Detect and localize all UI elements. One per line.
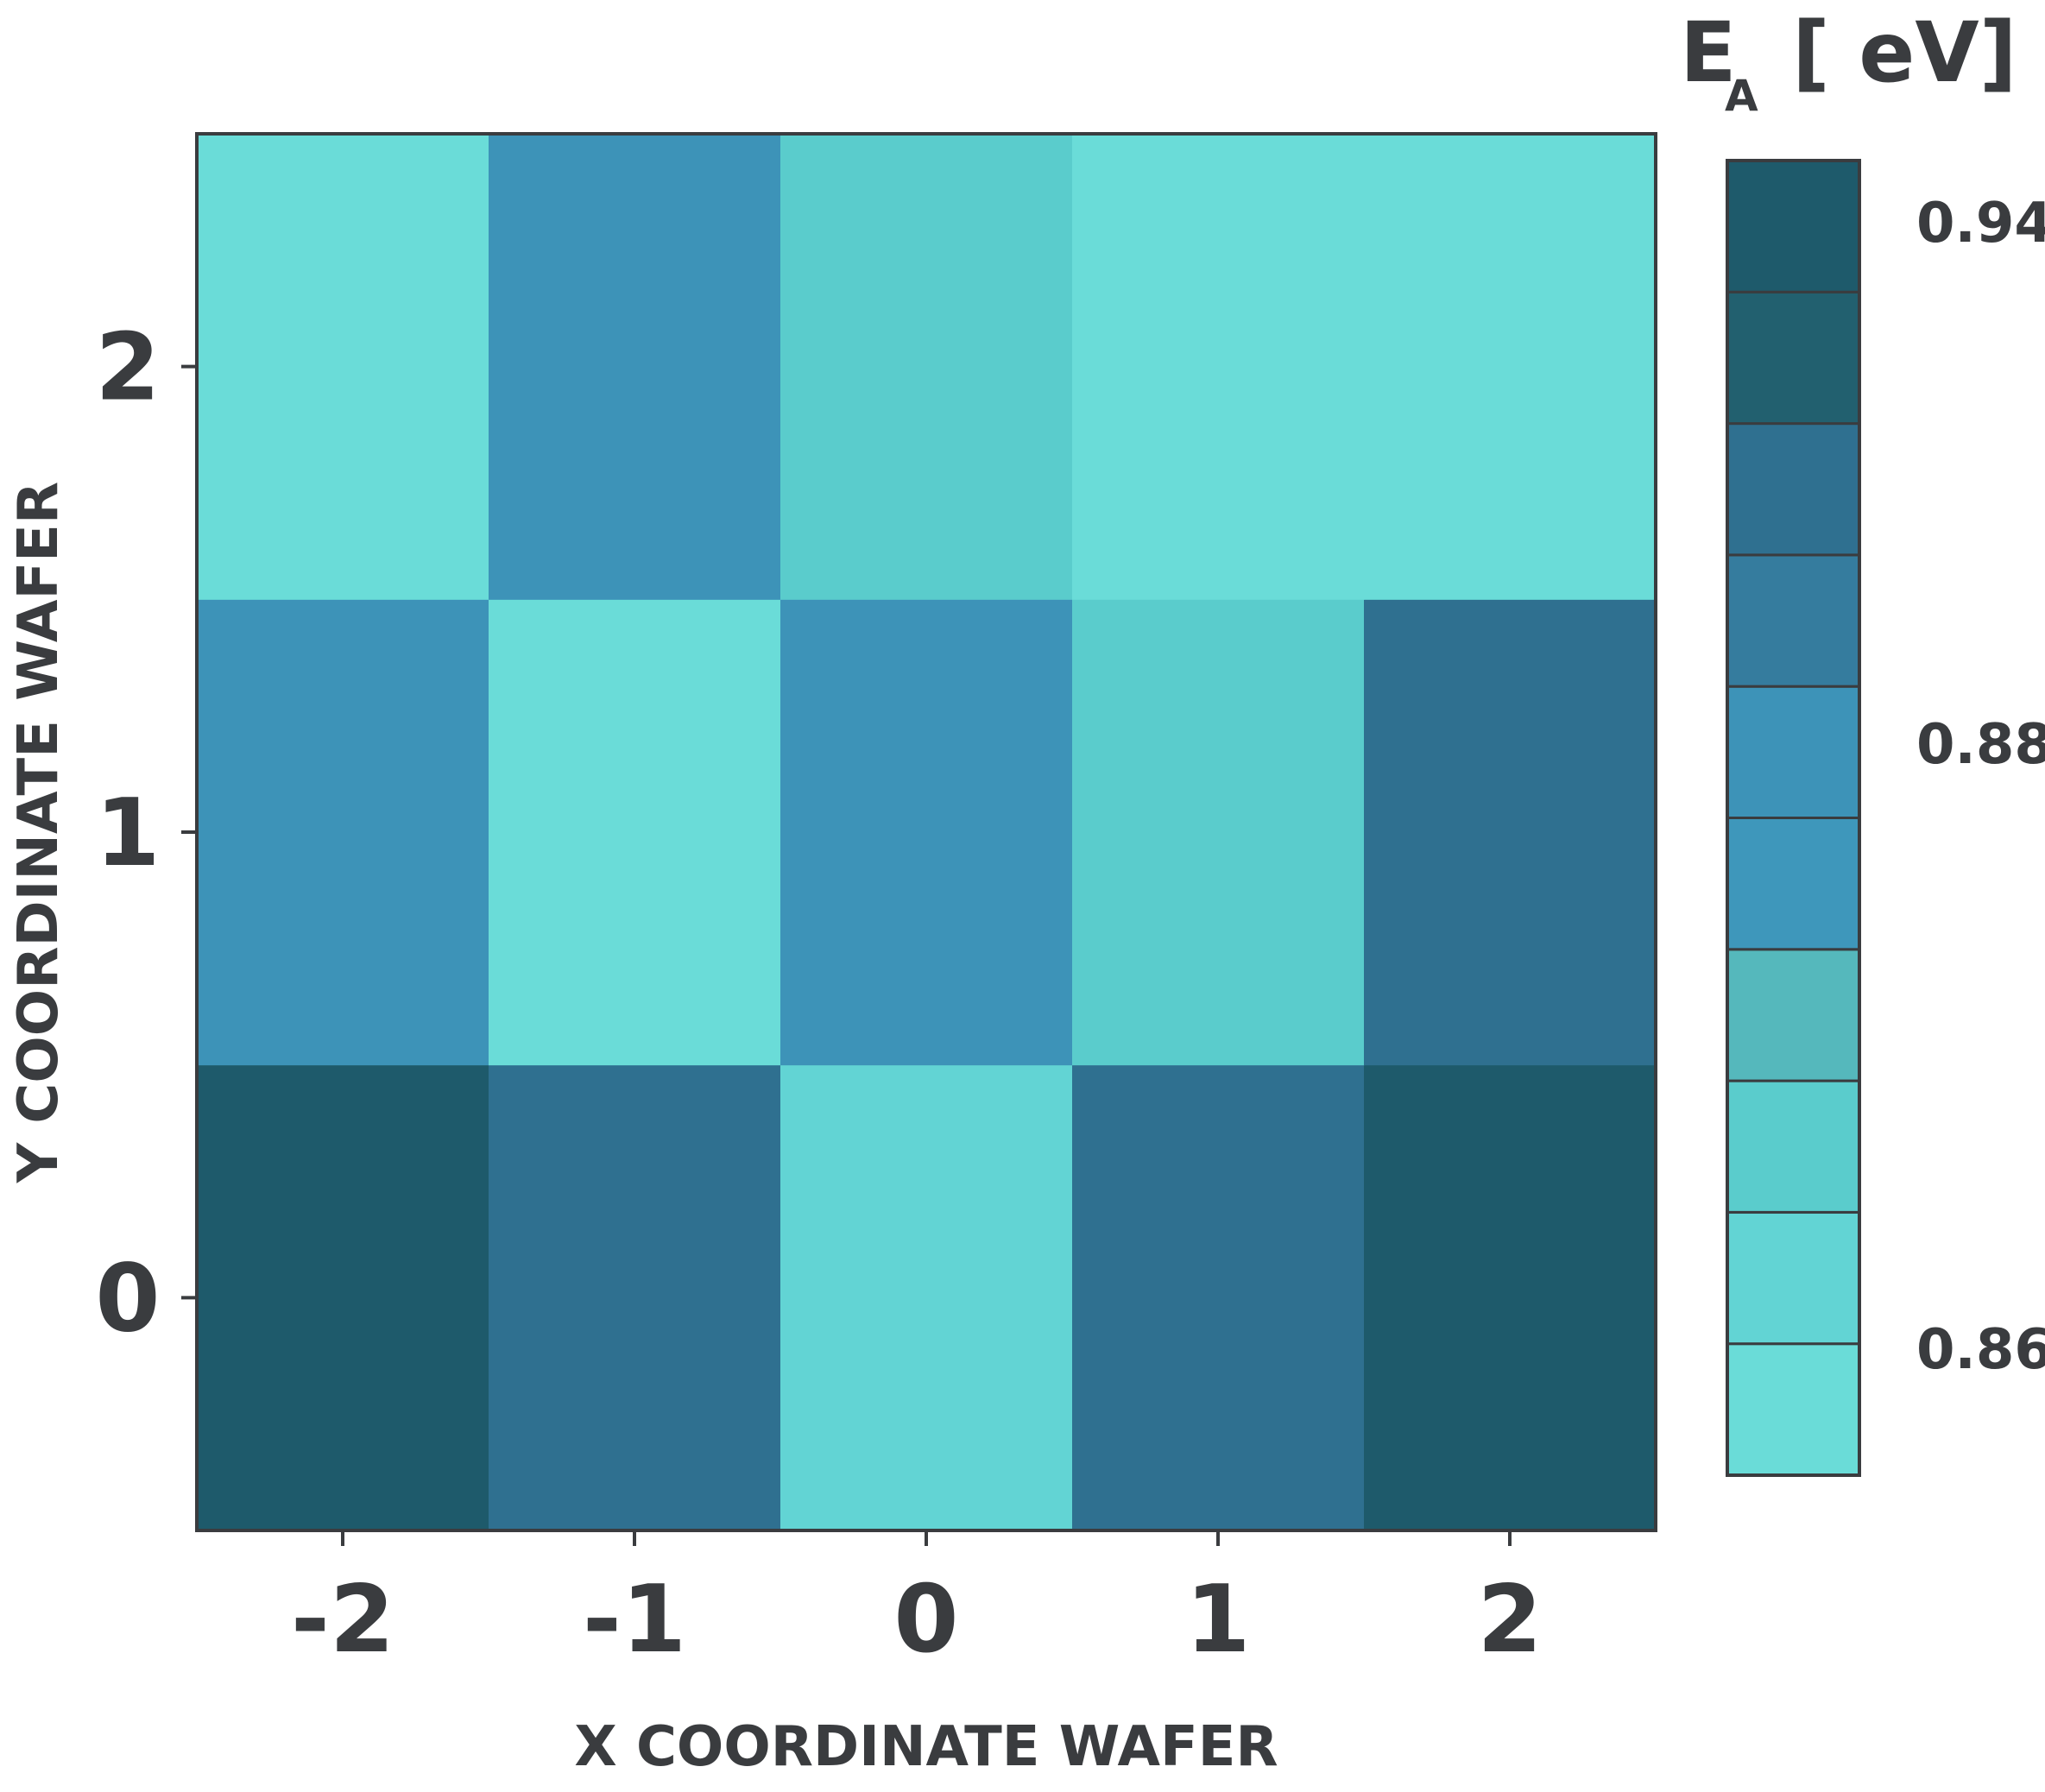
x-axis: -2 -1 0 1 2 (291, 1530, 1543, 1674)
heatmap-cell (489, 599, 781, 1066)
heatmap-cell (1072, 134, 1365, 600)
colorbar-ticks: 0.94 0.88 0.86 (1916, 192, 2045, 1382)
heatmap-cell (197, 599, 489, 1066)
x-tick-label: 0 (893, 1566, 958, 1674)
colorbar-title-subscript: A (1725, 71, 1758, 121)
colorbar-segment (1726, 1079, 1861, 1214)
x-axis-label: X COORDINATE WAFER (574, 1715, 1278, 1779)
heatmap-cell (780, 134, 1073, 600)
x-tick-label: 1 (1185, 1566, 1250, 1674)
colorbar-tick-label: 0.88 (1916, 713, 2045, 777)
heatmap-cell (1072, 599, 1365, 1066)
heatmap-cell (1072, 1064, 1365, 1531)
colorbar-segment (1726, 159, 1861, 293)
colorbar-tick-label: 0.86 (1916, 1318, 2045, 1382)
colorbar (1726, 159, 1861, 1477)
colorbar-title: E A [ eV] (1680, 4, 2017, 121)
colorbar-segment (1726, 1342, 1861, 1477)
heatmap-cell (1364, 134, 1657, 600)
y-tick-label: 1 (95, 779, 160, 887)
x-tick-label: 2 (1477, 1566, 1542, 1674)
colorbar-segment (1726, 685, 1861, 820)
y-tick-label: 0 (95, 1245, 160, 1353)
colorbar-segment (1726, 422, 1861, 557)
colorbar-frame (1726, 159, 1861, 1477)
heatmap-cell (780, 1064, 1073, 1531)
heatmap-cell (780, 599, 1073, 1066)
colorbar-title-unit: [ eV] (1792, 4, 2017, 101)
colorbar-title-symbol: E (1680, 4, 1737, 101)
colorbar-segment (1726, 553, 1861, 688)
y-axis: 0 1 2 (95, 314, 197, 1353)
colorbar-tick-label: 0.94 (1916, 192, 2045, 256)
colorbar-segment (1726, 1210, 1861, 1346)
colorbar-segment (1726, 948, 1861, 1082)
heatmap-cell (197, 134, 489, 600)
heatmap-cell (1364, 599, 1657, 1066)
heatmap-cell (489, 134, 781, 600)
colorbar-segment (1726, 290, 1861, 426)
y-tick-label: 2 (95, 314, 160, 422)
colorbar-segment (1726, 817, 1861, 951)
heatmap-cell (197, 1064, 489, 1531)
x-tick-label: -2 (291, 1566, 394, 1674)
heatmap-cell (1364, 1064, 1657, 1531)
y-axis-label: Y COORDINATE WAFER (7, 482, 71, 1183)
heatmap-cell (489, 1064, 781, 1531)
heatmap-cells (197, 134, 1657, 1531)
x-tick-label: -1 (583, 1566, 686, 1674)
